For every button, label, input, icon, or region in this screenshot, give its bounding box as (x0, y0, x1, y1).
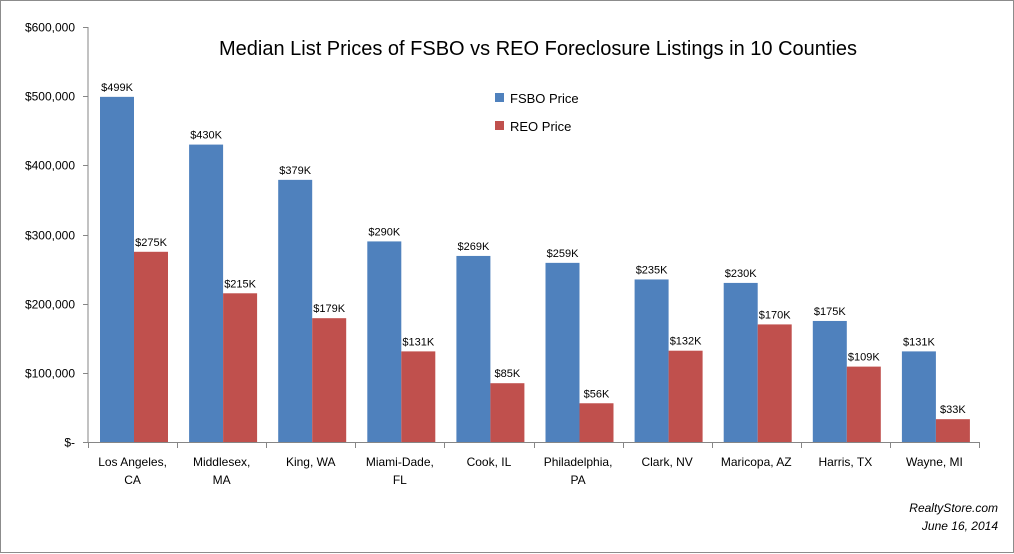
x-tick-label: King, WA (286, 455, 336, 469)
data-label: $379K (279, 165, 311, 177)
credit-site: RealtyStore.com (909, 501, 998, 515)
reo-bar (134, 251, 168, 442)
legend-swatch-fsbo (495, 93, 504, 102)
data-label: $215K (224, 278, 256, 290)
x-tick-label: Clark, NV (641, 455, 692, 469)
legend-label-fsbo: FSBO Price (510, 91, 579, 106)
data-label: $170K (759, 309, 791, 321)
reo-bar (312, 318, 347, 442)
credit-date: June 16, 2014 (921, 519, 998, 533)
x-tick-label: FL (393, 473, 407, 487)
fsbo-bar (278, 179, 313, 442)
y-tick-label: $400,000 (25, 159, 75, 173)
y-tick-label: $500,000 (25, 90, 75, 104)
x-tick-label: Miami-Dade, (366, 455, 434, 469)
data-label: $235K (636, 264, 668, 276)
data-label: $109K (848, 352, 880, 364)
x-tick-label: CA (124, 473, 141, 487)
x-tick-label: Middlesex, (193, 455, 250, 469)
reo-bar (490, 383, 525, 442)
chart-title: Median List Prices of FSBO vs REO Forecl… (219, 38, 857, 60)
reo-bar (846, 366, 881, 442)
data-label: $33K (940, 404, 966, 416)
x-tick-label: Maricopa, AZ (721, 455, 792, 469)
fsbo-bar (545, 262, 580, 442)
y-tick-label: $300,000 (25, 229, 75, 243)
x-tick-label: PA (570, 473, 585, 487)
fsbo-bar (634, 279, 669, 442)
y-tick-label: $- (64, 436, 75, 450)
x-tick-label: Los Angeles, (98, 455, 167, 469)
fsbo-bar (812, 320, 847, 442)
data-label: $259K (547, 248, 579, 260)
fsbo-bar (723, 282, 758, 442)
data-label: $179K (313, 303, 345, 315)
data-label: $56K (584, 388, 610, 400)
legend-label-reo: REO Price (510, 119, 571, 134)
data-label: $131K (903, 336, 935, 348)
fsbo-bar (100, 96, 134, 442)
x-tick-label: MA (213, 473, 231, 487)
reo-bar (935, 419, 970, 442)
fsbo-bar (456, 255, 491, 442)
fsbo-bar (189, 144, 224, 443)
reo-bar (757, 324, 792, 442)
data-label: $269K (457, 241, 489, 253)
legend-swatch-reo (495, 121, 504, 130)
x-tick-label: Harris, TX (818, 455, 872, 469)
data-label: $430K (190, 130, 222, 142)
fsbo-bar (367, 241, 402, 442)
reo-bar (223, 293, 258, 442)
reo-bar (579, 403, 614, 442)
y-tick-label: $100,000 (25, 367, 75, 381)
data-label: $85K (495, 368, 521, 380)
data-label: $499K (101, 82, 133, 94)
data-label: $275K (135, 237, 167, 249)
data-label: $230K (725, 268, 757, 280)
x-tick-label: Cook, IL (467, 455, 512, 469)
x-tick-label: Wayne, MI (906, 455, 963, 469)
bars: $499K $430K $379K $290K $269K $259K $235K $230K… (100, 82, 970, 443)
legend: FSBO Price REO Price (495, 91, 579, 134)
y-axis: $- $100,000 $200,000 $300,000 $400,000 $500,0… (25, 21, 89, 450)
data-label: $132K (670, 336, 702, 348)
reo-bar (668, 350, 703, 442)
data-label: $175K (814, 306, 846, 318)
x-axis: Los Angeles, CA Middlesex, MA King, WA Miami-… (88, 442, 980, 487)
x-tick-label: Philadelphia, (544, 455, 613, 469)
y-tick-label: $600,000 (25, 21, 75, 35)
reo-bar (401, 351, 436, 442)
fsbo-bar (901, 351, 936, 442)
data-label: $290K (368, 226, 400, 238)
data-label: $131K (402, 336, 434, 348)
y-tick-label: $200,000 (25, 298, 75, 312)
